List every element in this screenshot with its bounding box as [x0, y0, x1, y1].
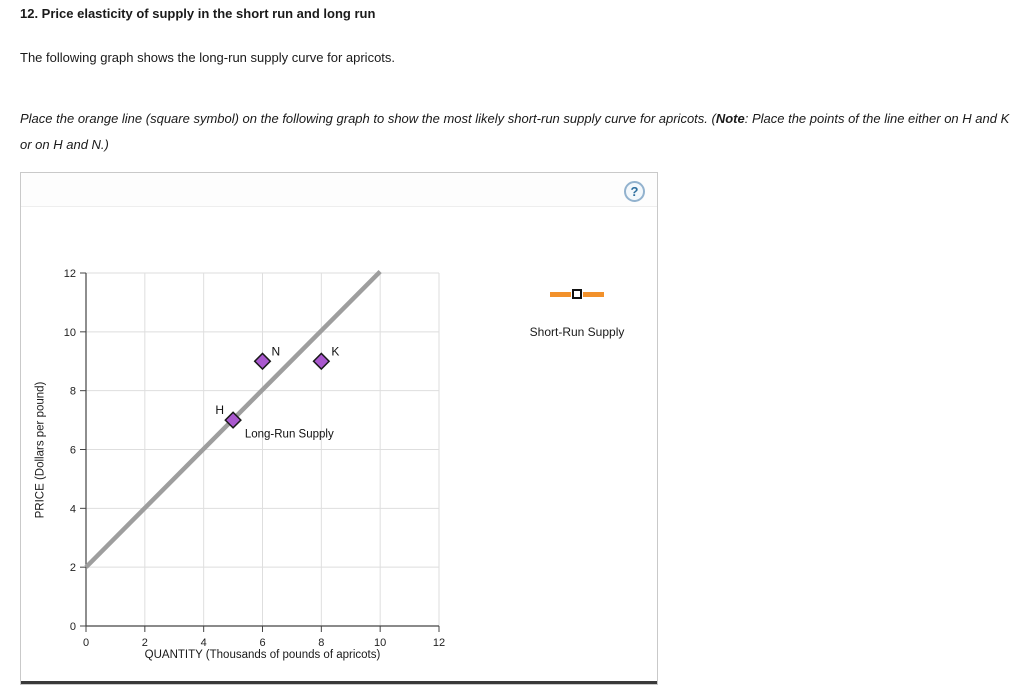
point-label-N: N [272, 344, 281, 358]
point-K[interactable]: K [312, 344, 340, 371]
x-tick-label: 6 [259, 637, 265, 649]
y-tick-label: 6 [70, 445, 76, 457]
y-tick-label: 4 [70, 503, 76, 515]
x-tick-label: 10 [374, 637, 386, 649]
page-title: 12. Price elasticity of supply in the sh… [20, 6, 376, 21]
point-H[interactable]: H [215, 403, 242, 429]
x-tick-label: 12 [433, 637, 445, 649]
help-button[interactable]: ? [624, 181, 645, 202]
question-mark-icon: ? [630, 184, 639, 199]
y-tick-label: 10 [64, 327, 76, 339]
point-label-H: H [215, 403, 224, 417]
y-tick-label: 12 [64, 268, 76, 280]
x-axis-title: QUANTITY (Thousands of pounds of apricot… [144, 649, 381, 661]
panel-header: ? [21, 173, 657, 207]
instruction-note-word: Note [715, 111, 745, 126]
instruction-text: Place the orange line (square symbol) on… [20, 106, 1012, 158]
point-N[interactable]: N [253, 344, 281, 371]
graph-panel: ? PRICE (Dollars per pound) 0 2 4 6 8 10 12 0 2 4… [20, 172, 658, 685]
orange-line-right-segment [583, 291, 604, 297]
long-run-supply-label: Long-Run Supply [245, 429, 334, 441]
x-tick-label: 2 [142, 637, 148, 649]
intro-text: The following graph shows the long-run s… [20, 50, 396, 65]
short-run-supply-tool[interactable]: Short-Run Supply [501, 289, 653, 339]
short-run-supply-line-symbol[interactable] [550, 289, 604, 299]
panel-cutoff-bar [21, 681, 657, 684]
x-tick-label: 4 [201, 637, 207, 649]
orange-line-left-segment [550, 291, 571, 297]
instruction-part2: : Place the points of the line either on… [20, 111, 1010, 152]
square-handle-icon[interactable] [572, 289, 582, 299]
legend-label: Short-Run Supply [529, 325, 625, 339]
y-tick-label: 8 [70, 386, 76, 398]
supply-graph[interactable]: 0 2 4 6 8 10 12 0 2 4 6 8 10 12 Long-Run Supply H N K [41, 258, 451, 654]
y-tick-label: 2 [70, 562, 76, 574]
x-tick-label: 8 [318, 637, 324, 649]
point-label-K: K [331, 344, 339, 358]
x-tick-label: 0 [83, 637, 89, 649]
y-tick-label: 0 [70, 621, 76, 633]
instruction-part1: Place the orange line (square symbol) on… [20, 111, 716, 126]
